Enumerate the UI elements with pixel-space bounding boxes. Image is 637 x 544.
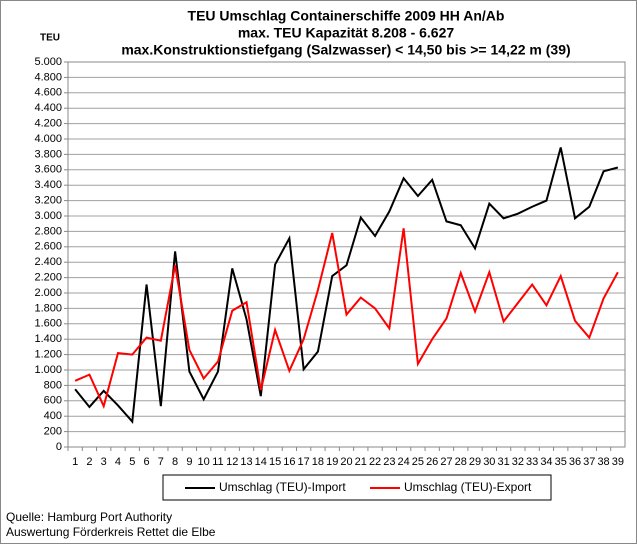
x-tick-label: 9 <box>186 456 192 468</box>
x-tick-label: 3 <box>101 456 107 468</box>
x-tick-label: 23 <box>383 456 395 468</box>
x-tick-label: 24 <box>398 456 410 468</box>
x-tick-label: 11 <box>212 456 223 468</box>
y-tick-label: 1.400 <box>34 333 62 345</box>
x-tick-label: 20 <box>340 456 352 468</box>
x-tick-label: 13 <box>240 456 252 468</box>
y-tick-label: 1.800 <box>34 302 62 314</box>
y-tick-label: 4.200 <box>34 118 62 130</box>
legend-label: Umschlag (TEU)-Import <box>219 480 346 494</box>
x-tick-label: 36 <box>569 456 581 468</box>
x-tick-label: 35 <box>555 456 567 468</box>
x-tick-label: 7 <box>158 456 164 468</box>
x-tick-label: 16 <box>283 456 295 468</box>
series-line <box>74 147 619 424</box>
x-tick-label: 26 <box>426 456 438 468</box>
y-tick-label: 3.000 <box>34 210 62 222</box>
y-tick-label: 2.600 <box>34 241 62 253</box>
x-tick-label: 32 <box>512 456 524 468</box>
x-tick-label: 5 <box>129 456 135 468</box>
x-tick-label: 10 <box>198 456 210 468</box>
x-tick-label: 1 <box>72 456 78 468</box>
x-tick-label: 15 <box>269 456 281 468</box>
legend-box <box>162 474 552 501</box>
x-tick-label: 8 <box>172 456 178 468</box>
y-tick-label: 1.000 <box>34 364 62 376</box>
y-tick-label: 2.000 <box>34 287 62 299</box>
x-tick-label: 31 <box>497 456 509 468</box>
x-tick-label: 6 <box>143 456 149 468</box>
x-tick-label: 37 <box>583 456 595 468</box>
y-tick-label: 2.800 <box>34 225 62 237</box>
x-tick-label: 27 <box>440 456 452 468</box>
x-tick-label: 17 <box>298 456 310 468</box>
y-tick-label: 4.000 <box>34 133 62 145</box>
x-tick-label: 21 <box>355 456 367 468</box>
x-tick-label: 19 <box>326 456 338 468</box>
y-tick-label: 600 <box>44 395 62 407</box>
y-tick-label: 3.200 <box>34 195 62 207</box>
x-tick-label: 22 <box>369 456 381 468</box>
x-tick-label: 25 <box>412 456 424 468</box>
y-tick-label: 3.600 <box>34 164 62 176</box>
y-tick-label: 3.800 <box>34 148 62 160</box>
x-tick-label: 18 <box>312 456 324 468</box>
plot-border <box>67 61 626 448</box>
legend-label: Umschlag (TEU)-Export <box>404 480 532 494</box>
x-tick-label: 38 <box>597 456 609 468</box>
x-tick-label: 33 <box>526 456 538 468</box>
source-note: Quelle: Hamburg Port Authority <box>6 510 172 524</box>
x-tick-label: 12 <box>226 456 238 468</box>
y-tick-label: 0 <box>56 441 62 453</box>
y-tick-label: 2.200 <box>34 272 62 284</box>
chart-title: max.Konstruktionstiefgang (Salzwasser) <… <box>121 42 570 58</box>
series-line <box>74 228 619 410</box>
y-tick-label: 4.400 <box>34 102 62 114</box>
y-axis-label: TEU <box>40 33 60 44</box>
y-tick-label: 4.600 <box>34 87 62 99</box>
x-tick-label: 28 <box>455 456 467 468</box>
x-tick-label: 4 <box>115 456 121 468</box>
y-tick-label: 2.400 <box>34 256 62 268</box>
x-tick-label: 39 <box>612 456 624 468</box>
chart-title: max. TEU Kapazität 8.208 - 6.627 <box>238 25 455 41</box>
y-tick-label: 800 <box>44 379 62 391</box>
y-tick-label: 400 <box>44 410 62 422</box>
x-tick-label: 14 <box>255 456 267 468</box>
x-tick-label: 34 <box>540 456 552 468</box>
y-tick-label: 1.200 <box>34 349 62 361</box>
x-tick-label: 30 <box>483 456 495 468</box>
y-tick-label: 4.800 <box>34 71 62 83</box>
y-tick-label: 200 <box>44 426 62 438</box>
y-tick-label: 5.000 <box>34 56 62 68</box>
source-note: Auswertung Förderkreis Rettet die Elbe <box>6 525 216 539</box>
x-tick-label: 2 <box>86 456 92 468</box>
y-tick-label: 3.400 <box>34 179 62 191</box>
x-tick-label: 29 <box>469 456 481 468</box>
chart-title: TEU Umschlag Containerschiffe 2009 HH An… <box>188 8 505 24</box>
y-tick-label: 1.600 <box>34 318 62 330</box>
